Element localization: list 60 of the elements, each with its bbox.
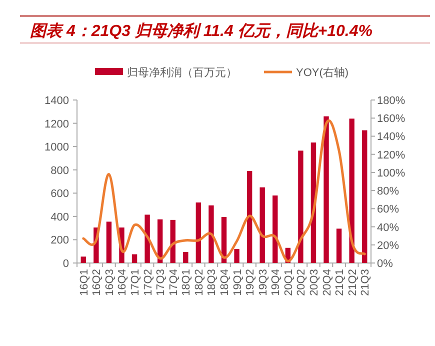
y2-tick-label: 140% xyxy=(377,131,406,144)
x-tick-label: 20Q3 xyxy=(308,269,320,296)
y-tick-label: 1000 xyxy=(44,142,69,154)
y2-tick-label: 100% xyxy=(377,167,406,180)
x-tick-label: 18Q4 xyxy=(219,269,231,296)
legend-label: 归母净利润（百万元） xyxy=(127,66,237,79)
y2-tick-label: 160% xyxy=(377,113,406,126)
y-tick-label: 200 xyxy=(50,234,69,247)
x-tick-label: 16Q4 xyxy=(116,269,129,296)
y2-tick-label: 80% xyxy=(377,186,400,198)
x-tick-label: 21Q2 xyxy=(346,269,359,296)
x-tick-label: 18Q2 xyxy=(193,269,206,296)
bar xyxy=(183,252,188,263)
x-tick-label: 20Q1 xyxy=(282,269,295,296)
x-tick-label: 21Q3 xyxy=(360,269,372,296)
bar xyxy=(260,187,265,263)
x-tick-label: 16Q2 xyxy=(91,269,104,296)
legend-label: YOY(右轴) xyxy=(296,66,349,79)
bar xyxy=(80,256,86,263)
bar xyxy=(349,118,354,263)
y-tick-label: 0 xyxy=(62,258,69,270)
bar xyxy=(298,150,304,263)
y2-tick-label: 60% xyxy=(377,204,400,216)
bar xyxy=(234,249,240,263)
x-tick-label: 20Q2 xyxy=(296,269,308,296)
bar xyxy=(132,254,138,263)
x-tick-label: 18Q3 xyxy=(206,269,218,296)
bar xyxy=(324,116,329,263)
x-tick-label: 19Q2 xyxy=(244,269,257,296)
x-tick-label: 17Q1 xyxy=(130,269,142,296)
bar xyxy=(106,222,112,263)
y2-tick-label: 0% xyxy=(377,258,394,270)
x-tick-label: 17Q2 xyxy=(142,269,154,296)
bar xyxy=(144,214,150,263)
y-tick-label: 1200 xyxy=(44,118,69,130)
x-tick-label: 16Q1 xyxy=(78,269,90,296)
x-tick-label: 19Q4 xyxy=(270,269,282,296)
y-tick-label: 1400 xyxy=(44,95,69,107)
x-tick-label: 19Q1 xyxy=(232,269,244,296)
x-tick-label: 21Q1 xyxy=(334,269,346,296)
bar xyxy=(272,195,278,263)
bar xyxy=(336,228,342,263)
bar xyxy=(208,205,214,263)
y2-tick-label: 120% xyxy=(377,149,406,162)
y-tick-label: 600 xyxy=(50,188,69,200)
x-tick-label: 17Q3 xyxy=(155,269,168,296)
y2-tick-label: 40% xyxy=(377,222,400,234)
y-tick-label: 800 xyxy=(50,164,69,177)
x-tick-label: 18Q1 xyxy=(180,269,193,296)
bar xyxy=(362,130,368,263)
bar xyxy=(196,202,202,263)
y2-tick-label: 180% xyxy=(377,95,406,107)
chart-title: 图表 4：21Q3 归母净利 11.4 亿元，同比+10.4% xyxy=(30,22,372,40)
x-tick-label: 19Q3 xyxy=(257,269,270,296)
y-tick-label: 400 xyxy=(50,211,69,224)
y2-tick-label: 20% xyxy=(377,240,400,252)
x-tick-label: 17Q4 xyxy=(168,269,180,296)
bar xyxy=(246,171,252,263)
x-tick-label: 16Q3 xyxy=(104,269,116,296)
x-tick-label: 20Q4 xyxy=(321,269,334,296)
